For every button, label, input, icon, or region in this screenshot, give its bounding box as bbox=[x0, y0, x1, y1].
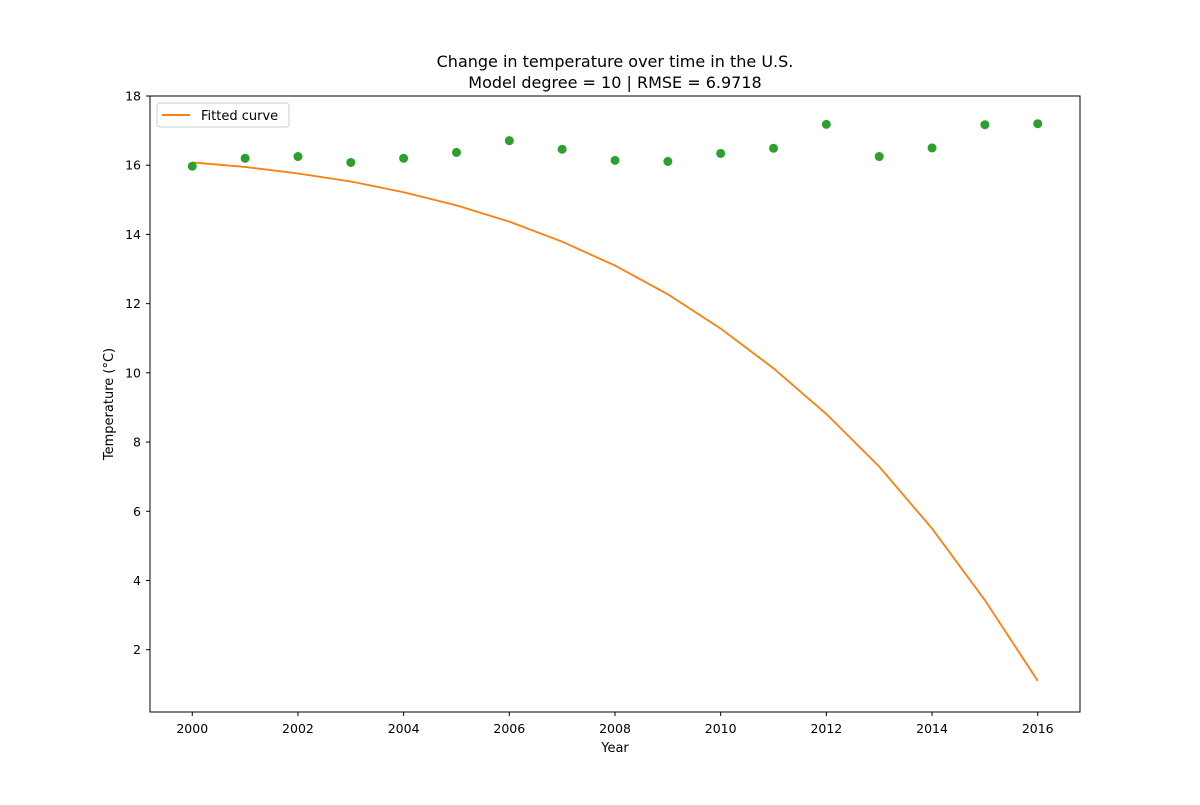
data-point bbox=[663, 156, 673, 166]
y-axis-label: Temperature (°C) bbox=[102, 348, 117, 461]
y-tick-label: 6 bbox=[133, 504, 141, 519]
data-point bbox=[821, 119, 831, 129]
y-tick-label: 18 bbox=[125, 89, 141, 104]
x-axis-label: Year bbox=[600, 741, 629, 756]
legend-label-fitted-curve: Fitted curve bbox=[201, 109, 278, 124]
x-tick-label: 2004 bbox=[388, 721, 420, 736]
data-point bbox=[187, 161, 197, 171]
x-tick-label: 2012 bbox=[810, 721, 842, 736]
x-tick-label: 2014 bbox=[916, 721, 948, 736]
x-tick-label: 2002 bbox=[282, 721, 314, 736]
data-point bbox=[1033, 119, 1043, 129]
fitted-curve-line bbox=[192, 161, 1039, 682]
data-point bbox=[451, 147, 461, 157]
data-point bbox=[346, 157, 356, 167]
data-point bbox=[557, 144, 567, 154]
plot-layer bbox=[187, 119, 1043, 682]
plot-frame bbox=[149, 95, 1081, 713]
x-axis-ticks: 2000 2002 2004 2006 2008 2010 2012 2014 2016 bbox=[176, 712, 1054, 736]
x-tick-label: 2000 bbox=[176, 721, 208, 736]
data-point bbox=[399, 153, 409, 163]
y-tick-label: 4 bbox=[133, 573, 141, 588]
data-point bbox=[293, 152, 303, 162]
chart-title-group: Change in temperature over time in the U… bbox=[437, 52, 794, 92]
legend-box bbox=[156, 102, 290, 128]
y-axis-ticks: 2 4 6 8 10 12 14 16 18 bbox=[125, 89, 150, 657]
y-tick-label: 16 bbox=[125, 158, 141, 173]
data-point bbox=[610, 155, 620, 165]
y-tick-label: 8 bbox=[133, 435, 141, 450]
x-tick-label: 2008 bbox=[599, 721, 631, 736]
data-point bbox=[716, 148, 726, 158]
data-point bbox=[874, 152, 884, 162]
y-tick-label: 12 bbox=[125, 296, 141, 311]
chart-subtitle: Model degree = 10 | RMSE = 6.9718 bbox=[468, 73, 761, 92]
data-point bbox=[769, 143, 779, 153]
y-tick-label: 2 bbox=[133, 642, 141, 657]
x-tick-label: 2010 bbox=[705, 721, 737, 736]
x-tick-label: 2016 bbox=[1022, 721, 1054, 736]
legend: Fitted curve bbox=[156, 102, 290, 128]
y-tick-label: 14 bbox=[125, 227, 141, 242]
y-tick-label: 10 bbox=[125, 365, 141, 380]
data-point bbox=[504, 136, 514, 146]
data-point bbox=[927, 143, 937, 153]
data-point bbox=[980, 120, 990, 130]
chart-title: Change in temperature over time in the U… bbox=[437, 52, 794, 71]
data-point bbox=[240, 153, 250, 163]
x-tick-label: 2006 bbox=[493, 721, 525, 736]
